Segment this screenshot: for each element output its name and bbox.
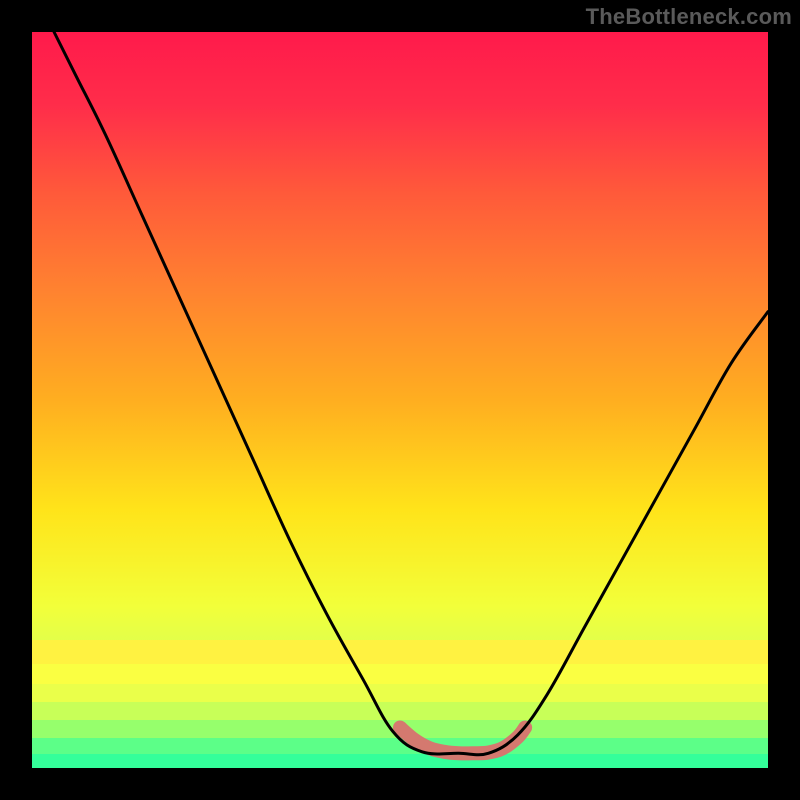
chart-container: TheBottleneck.com xyxy=(0,0,800,800)
bottleneck-curve-chart xyxy=(0,0,800,800)
bottom-gradient-bands xyxy=(32,640,768,768)
